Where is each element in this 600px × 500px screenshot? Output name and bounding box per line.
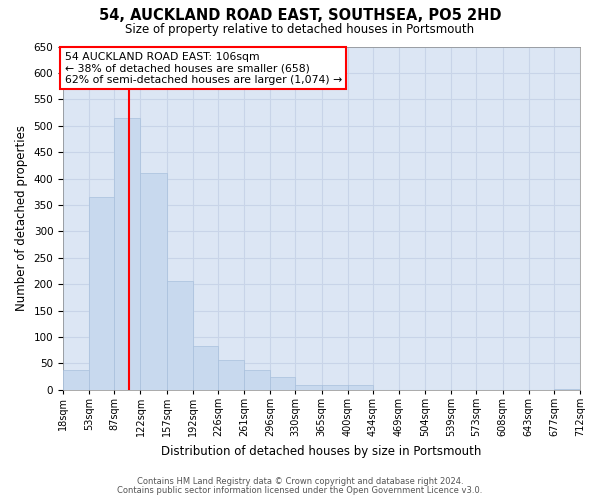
Bar <box>295 384 322 390</box>
Bar <box>140 174 167 390</box>
Bar <box>115 118 140 390</box>
Bar <box>167 280 193 390</box>
Text: Contains public sector information licensed under the Open Government Licence v3: Contains public sector information licen… <box>118 486 482 495</box>
Text: Contains HM Land Registry data © Crown copyright and database right 2024.: Contains HM Land Registry data © Crown c… <box>137 477 463 486</box>
Bar <box>218 360 244 390</box>
Text: Size of property relative to detached houses in Portsmouth: Size of property relative to detached ho… <box>125 22 475 36</box>
Bar <box>193 346 218 390</box>
Bar <box>89 197 115 390</box>
Text: 54 AUCKLAND ROAD EAST: 106sqm
← 38% of detached houses are smaller (658)
62% of : 54 AUCKLAND ROAD EAST: 106sqm ← 38% of d… <box>65 52 342 85</box>
Bar <box>63 370 89 390</box>
Y-axis label: Number of detached properties: Number of detached properties <box>15 125 28 311</box>
X-axis label: Distribution of detached houses by size in Portsmouth: Distribution of detached houses by size … <box>161 444 482 458</box>
Bar <box>244 370 270 390</box>
Bar <box>347 384 373 390</box>
Bar <box>322 384 347 390</box>
Bar <box>270 376 295 390</box>
Bar <box>554 389 580 390</box>
Text: 54, AUCKLAND ROAD EAST, SOUTHSEA, PO5 2HD: 54, AUCKLAND ROAD EAST, SOUTHSEA, PO5 2H… <box>99 8 501 22</box>
